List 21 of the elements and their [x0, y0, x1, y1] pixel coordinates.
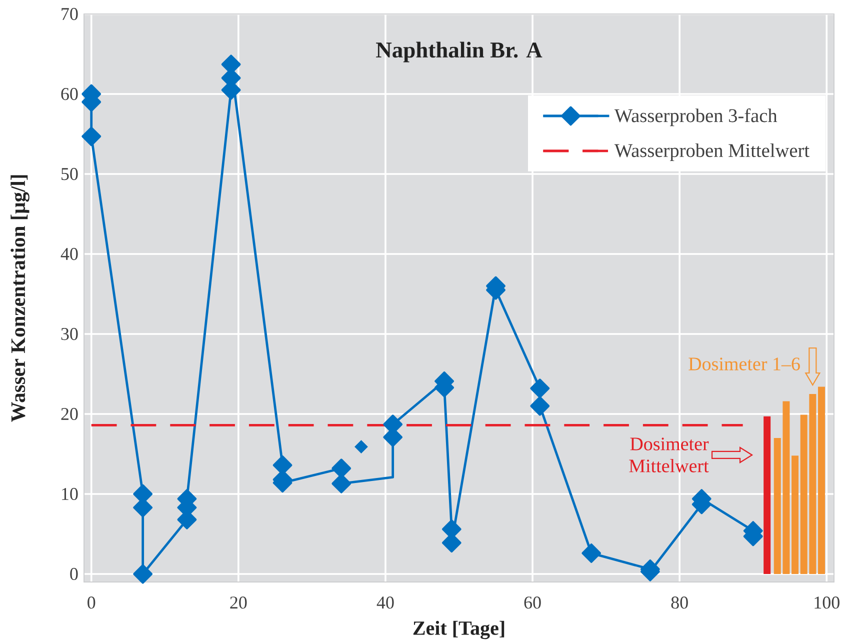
y-tick-label: 10: [62, 488, 78, 500]
annotation: Dosimeter Mittelwert: [629, 438, 709, 472]
text: Naphthalin Br. A: [376, 42, 542, 62]
x-tick-label: 80: [671, 596, 688, 609]
y-tick-label: 50: [62, 168, 78, 180]
legend-label: Wasserproben Mittelwert: [614, 144, 810, 162]
x-tick-label: 60: [524, 596, 541, 609]
legend-label: Wasserproben 3-fach: [614, 108, 778, 126]
x-tick-label: 40: [376, 596, 394, 609]
y-tick-label: 40: [60, 248, 78, 260]
x-tick-label: 20: [230, 596, 247, 609]
y-tick-label: 70: [62, 8, 78, 20]
x-tick-label: 0: [88, 596, 96, 609]
y-tick-label: 60: [61, 88, 78, 100]
y-tick-label: 20: [61, 408, 78, 420]
y-tick-label: 0: [70, 568, 78, 580]
x-axis-title: Zeit [Tage]: [413, 620, 504, 640]
y-axis-title: Wasser Konzentration [μg/l]: [10, 175, 30, 422]
y-tick-label: 30: [61, 328, 78, 340]
x-tick-label: 100: [814, 596, 840, 609]
annotation: Dosimeter 1–6: [688, 358, 800, 370]
